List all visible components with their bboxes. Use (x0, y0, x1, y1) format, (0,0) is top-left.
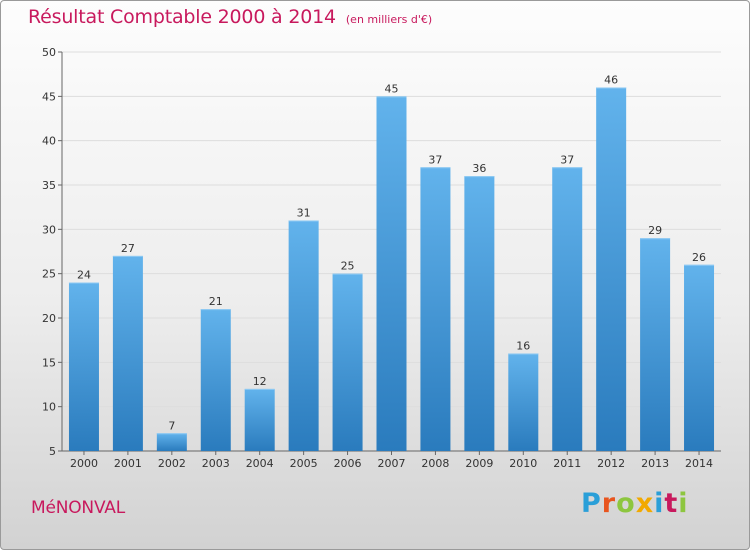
logo-letter: P (581, 488, 602, 519)
bar (68, 282, 99, 451)
y-tick-label: 30 (42, 223, 56, 236)
data-label: 12 (253, 375, 267, 388)
y-tick-label: 50 (42, 46, 56, 59)
x-tick-label: 2010 (509, 457, 537, 470)
x-tick-label: 2012 (597, 457, 625, 470)
data-label: 37 (428, 153, 442, 166)
data-label: 27 (121, 242, 135, 255)
bar (596, 87, 627, 451)
commune-name: MéNONVAL (31, 498, 125, 518)
bar (640, 238, 671, 451)
logo-letter: o (616, 488, 636, 519)
y-tick-label: 40 (42, 135, 56, 148)
bar (112, 255, 143, 451)
data-label: 16 (516, 339, 530, 352)
x-tick-label: 2000 (70, 457, 98, 470)
data-label: 36 (472, 162, 486, 175)
data-label: 37 (560, 153, 574, 166)
x-tick-label: 2008 (421, 457, 449, 470)
logo-letter: t (664, 488, 679, 519)
data-label: 25 (341, 260, 355, 273)
x-tick-label: 2004 (246, 457, 274, 470)
y-tick-label: 5 (49, 445, 56, 458)
logo-letter: r (601, 488, 617, 519)
data-label: 46 (604, 73, 618, 86)
chart-title: Résultat Comptable 2000 à 2014 (28, 6, 336, 28)
chart-title-row: Résultat Comptable 2000 à 2014 (en millie… (28, 6, 432, 28)
y-tick-label: 25 (42, 268, 56, 281)
bar (288, 220, 319, 451)
y-tick-label: 35 (42, 179, 56, 192)
bar (244, 388, 275, 451)
x-tick-label: 2006 (334, 457, 362, 470)
bar (508, 353, 539, 451)
data-label: 29 (648, 224, 662, 237)
y-tick-label: 10 (42, 401, 56, 414)
x-tick-label: 2013 (641, 457, 669, 470)
proxiti-logo: Proxiti (581, 488, 689, 519)
bar (552, 167, 583, 451)
bar (376, 96, 407, 451)
logo-letter: i (678, 488, 689, 519)
bar (464, 176, 495, 451)
y-tick-label: 15 (42, 356, 56, 369)
chart-unit: (en milliers d'€) (345, 13, 433, 26)
data-label: 24 (77, 269, 91, 282)
data-label: 7 (168, 419, 175, 432)
bar (156, 433, 187, 451)
data-label: 21 (209, 295, 223, 308)
y-tick-label: 45 (42, 90, 56, 103)
bar (684, 264, 715, 451)
x-tick-label: 2005 (290, 457, 318, 470)
data-label: 31 (297, 206, 311, 219)
bar (332, 273, 363, 451)
logo-letter: i (654, 488, 665, 519)
x-tick-label: 2011 (553, 457, 581, 470)
data-label: 45 (385, 82, 399, 95)
bar (420, 167, 451, 451)
data-label: 26 (692, 251, 706, 264)
y-tick-label: 20 (42, 312, 56, 325)
x-tick-label: 2003 (202, 457, 230, 470)
logo-letter: x (635, 488, 655, 519)
bar (200, 309, 231, 451)
x-tick-label: 2007 (378, 457, 406, 470)
x-tick-label: 2014 (685, 457, 713, 470)
x-tick-label: 2002 (158, 457, 186, 470)
x-tick-label: 2001 (114, 457, 142, 470)
x-tick-label: 2009 (465, 457, 493, 470)
